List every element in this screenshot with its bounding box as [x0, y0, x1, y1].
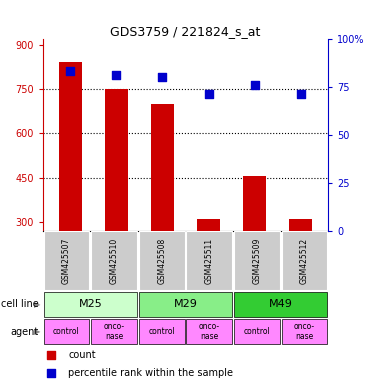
Text: GSM425512: GSM425512	[300, 237, 309, 284]
Point	[68, 68, 73, 74]
Bar	[197, 219, 220, 231]
Text: agent: agent	[11, 327, 39, 337]
Bar	[289, 219, 312, 231]
Text: M49: M49	[269, 299, 293, 309]
Point	[252, 82, 257, 88]
Bar	[234, 231, 280, 290]
Bar	[139, 231, 184, 290]
Text: GSM425507: GSM425507	[62, 237, 71, 284]
Bar	[44, 231, 89, 290]
Point	[48, 369, 54, 376]
Bar	[44, 292, 137, 316]
Bar	[243, 176, 266, 231]
Text: onco-
nase: onco- nase	[294, 322, 315, 341]
Bar	[282, 319, 327, 344]
Point	[114, 72, 119, 78]
Text: count: count	[68, 350, 96, 360]
Text: control: control	[243, 327, 270, 336]
Bar	[234, 319, 280, 344]
Text: onco-
nase: onco- nase	[104, 322, 125, 341]
Text: control: control	[148, 327, 175, 336]
Text: GSM425508: GSM425508	[157, 237, 166, 284]
Bar	[282, 231, 327, 290]
Text: percentile rank within the sample: percentile rank within the sample	[68, 367, 233, 377]
Text: M29: M29	[174, 299, 197, 309]
Text: cell line: cell line	[1, 299, 39, 309]
Text: M25: M25	[78, 299, 102, 309]
Bar	[187, 231, 232, 290]
Point	[298, 91, 303, 98]
Bar	[139, 319, 184, 344]
Text: control: control	[53, 327, 80, 336]
Text: GSM425511: GSM425511	[205, 237, 214, 284]
Point	[48, 352, 54, 358]
Title: GDS3759 / 221824_s_at: GDS3759 / 221824_s_at	[110, 25, 261, 38]
Bar	[187, 319, 232, 344]
Bar	[139, 292, 232, 316]
Bar	[59, 63, 82, 231]
Bar	[105, 89, 128, 231]
Bar	[91, 231, 137, 290]
Point	[206, 91, 211, 98]
Bar	[91, 319, 137, 344]
Text: onco-
nase: onco- nase	[199, 322, 220, 341]
Bar	[151, 104, 174, 231]
Text: GSM425509: GSM425509	[252, 237, 262, 284]
Text: ▶: ▶	[34, 300, 41, 309]
Bar	[44, 319, 89, 344]
Bar	[234, 292, 327, 316]
Point	[160, 74, 165, 80]
Text: GSM425510: GSM425510	[109, 237, 119, 284]
Text: ▶: ▶	[34, 327, 41, 336]
